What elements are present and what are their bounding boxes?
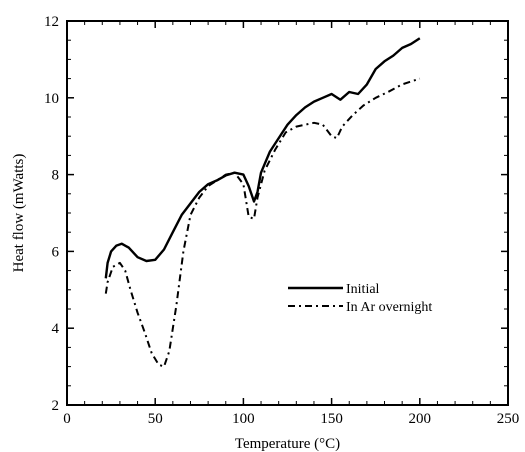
y-tick-label: 2: [52, 398, 60, 414]
y-axis-title: Heat flow (mWatts): [11, 154, 27, 273]
x-tick-label: 100: [232, 411, 255, 427]
y-tick-label: 10: [44, 91, 59, 107]
tick-labels: 0 50 100 150 200 250 2 4 6 8 10 12: [44, 14, 519, 427]
plot-border: [66, 20, 509, 406]
series-lines: [104, 37, 421, 368]
x-tick-label: 0: [63, 411, 71, 427]
y-tick-label: 6: [52, 244, 60, 260]
x-axis-title: Temperature (°C): [235, 436, 340, 452]
y-tick-label: 4: [52, 321, 60, 337]
plot-frame: [66, 20, 509, 406]
x-tick-label: 50: [148, 411, 163, 427]
legend: Initial In Ar overnight: [288, 282, 432, 315]
x-tick-label: 200: [409, 411, 432, 427]
series-line-in-ar-overnight: [104, 77, 421, 368]
legend-label: Initial: [346, 282, 380, 297]
series-line-initial: [104, 37, 421, 279]
y-tick-label: 12: [44, 14, 59, 30]
x-tick-label: 150: [320, 411, 343, 427]
axis-ticks: [66, 20, 509, 406]
y-tick-label: 8: [52, 168, 60, 184]
legend-label: In Ar overnight: [346, 300, 432, 315]
x-tick-label: 250: [497, 411, 520, 427]
